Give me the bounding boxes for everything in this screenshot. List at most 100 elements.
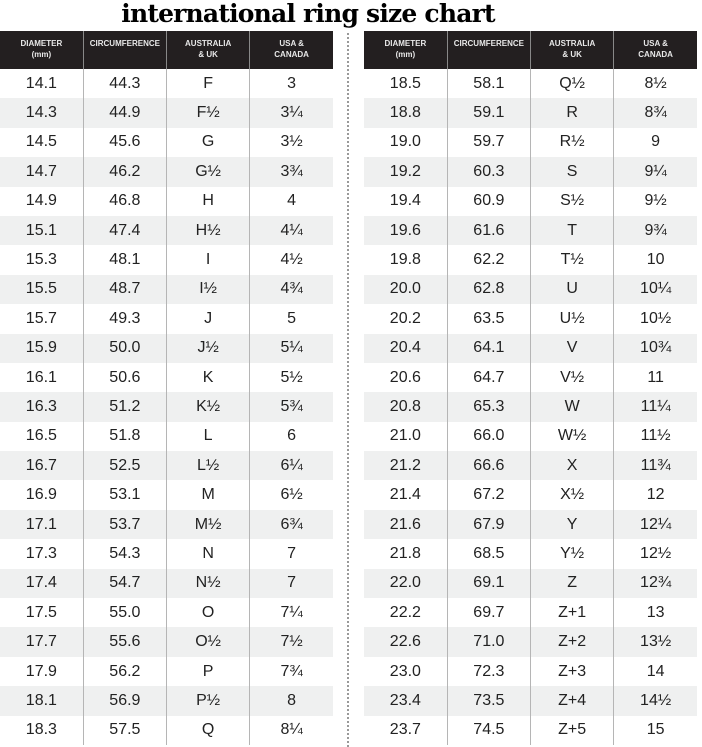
table-row: 14.5 45.6 G 3½ [0, 127, 333, 158]
table-row: 18.3 57.5 Q 8¼ [0, 715, 333, 745]
cell-australia-uk: Q½ [530, 69, 615, 99]
cell-usa-canada: 3¾ [249, 157, 333, 187]
header-australia-uk: AUSTRALIA & UK [530, 31, 615, 69]
cell-circumference: 53.7 [83, 509, 168, 540]
cell-diameter: 23.0 [364, 656, 448, 687]
cell-usa-canada: 11¾ [613, 451, 697, 481]
table-row: 15.5 48.7 I½ 4¾ [0, 274, 333, 305]
cell-usa-canada: 10 [646, 251, 665, 269]
cell-australia-uk: S½ [530, 186, 615, 216]
cell-diameter: 15.1 [0, 215, 84, 246]
table-row: 19.8 62.2 T½ 10 [364, 245, 697, 275]
page-title: international ring size chart [121, 0, 495, 28]
cell-circumference: 44.9 [83, 98, 168, 128]
cell-usa-canada: 10¼ [613, 274, 697, 305]
cell-australia-uk: U [530, 274, 615, 305]
cell-diameter: 19.0 [364, 127, 448, 158]
header-label: (mm) [31, 50, 52, 59]
cell-circumference: 67.9 [447, 509, 532, 540]
cell-diameter: 18.5 [364, 69, 448, 99]
cell-australia-uk: Q [166, 715, 251, 745]
cell-diameter: 20.0 [364, 274, 448, 305]
table-row: 17.1 53.7 M½ 6¾ [0, 509, 333, 540]
cell-australia-uk: F½ [166, 98, 251, 128]
cell-diameter: 21.4 [364, 480, 448, 510]
cell-circumference: 62.8 [447, 274, 532, 305]
cell-usa-canada: 6¼ [249, 451, 333, 481]
cell-diameter: 22.2 [364, 598, 448, 628]
header-label: CANADA [638, 50, 673, 59]
table-row: 20.4 64.1 V 10¾ [364, 333, 697, 363]
cell-circumference: 48.1 [83, 245, 168, 275]
cell-usa-canada: 9 [651, 133, 661, 151]
cell-australia-uk: Z+3 [530, 656, 615, 687]
cell-diameter: 22.6 [364, 627, 448, 657]
cell-usa-canada: 9¾ [613, 215, 697, 246]
table-row: 18.1 56.9 P½ 8 [0, 686, 333, 716]
cell-australia-uk: T½ [530, 245, 615, 275]
header-diameter: DIAMETER (mm) [364, 31, 448, 69]
cell-usa-canada: 8½ [644, 74, 667, 92]
cell-australia-uk: Y½ [530, 539, 615, 569]
cell-circumference: 48.7 [83, 274, 168, 305]
header-label: USA & [643, 39, 668, 48]
cell-circumference: 50.0 [83, 333, 168, 363]
cell-australia-uk: N [166, 539, 251, 569]
table-row: 17.7 55.6 O½ 7½ [0, 627, 333, 657]
cell-diameter: 17.5 [0, 598, 84, 628]
cell-usa-canada: 3½ [280, 133, 303, 151]
header-australia-uk: AUSTRALIA & UK [166, 31, 251, 69]
cell-diameter: 14.3 [0, 98, 84, 128]
cell-usa-canada: 6 [287, 427, 297, 445]
table-row: 23.7 74.5 Z+5 15 [364, 715, 697, 745]
cell-diameter: 17.3 [0, 539, 84, 569]
cell-circumference: 47.4 [83, 215, 168, 246]
table-row: 20.2 63.5 U½ 10½ [364, 304, 697, 334]
table-row: 22.0 69.1 Z 12¾ [364, 568, 697, 599]
header-label: USA & [279, 39, 304, 48]
cell-circumference: 49.3 [83, 304, 168, 334]
cell-usa-canada: 10¾ [613, 333, 697, 363]
cell-diameter: 15.3 [0, 245, 84, 275]
table-row: 23.4 73.5 Z+4 14½ [364, 686, 697, 716]
cell-diameter: 23.4 [364, 686, 448, 716]
cell-australia-uk: K½ [166, 392, 251, 422]
cell-australia-uk: Z+5 [530, 715, 615, 745]
cell-usa-canada: 6¾ [249, 509, 333, 540]
cell-diameter: 22.0 [364, 568, 448, 599]
cell-australia-uk: Z+2 [530, 627, 615, 657]
header-usa-canada: USA & CANADA [249, 31, 333, 69]
cell-circumference: 59.7 [447, 127, 532, 158]
cell-usa-canada: 12¼ [613, 509, 697, 540]
cell-diameter: 17.9 [0, 656, 84, 687]
cell-usa-canada: 4¾ [249, 274, 333, 305]
cell-circumference: 53.1 [83, 480, 168, 510]
cell-usa-canada: 5¼ [249, 333, 333, 363]
cell-australia-uk: L½ [166, 451, 251, 481]
cell-diameter: 20.6 [364, 362, 448, 393]
cell-circumference: 66.6 [447, 451, 532, 481]
cell-australia-uk: W [530, 392, 615, 422]
cell-diameter: 17.4 [0, 568, 84, 599]
header-label: CIRCUMFERENCE [453, 39, 524, 48]
cell-circumference: 51.8 [83, 421, 168, 452]
table-row: 15.3 48.1 I 4½ [0, 245, 333, 275]
cell-circumference: 44.3 [83, 69, 168, 99]
cell-usa-canada: 9½ [644, 192, 667, 210]
cell-circumference: 61.6 [447, 215, 532, 246]
cell-diameter: 17.1 [0, 509, 84, 540]
cell-diameter: 18.8 [364, 98, 448, 128]
table-row: 17.9 56.2 P 7¾ [0, 656, 333, 687]
cell-diameter: 20.4 [364, 333, 448, 363]
cell-usa-canada: 13½ [613, 627, 697, 657]
cell-australia-uk: T [530, 215, 615, 246]
table-row: 15.1 47.4 H½ 4¼ [0, 215, 333, 246]
table-row: 22.2 69.7 Z+1 13 [364, 598, 697, 628]
cell-usa-canada: 12 [646, 486, 665, 504]
cell-diameter: 14.5 [0, 127, 84, 158]
table-row: 18.8 59.1 R 8¾ [364, 98, 697, 128]
cell-australia-uk: F [166, 69, 251, 99]
cell-circumference: 59.1 [447, 98, 532, 128]
cell-diameter: 16.9 [0, 480, 84, 510]
header-circumference: CIRCUMFERENCE [447, 31, 532, 69]
